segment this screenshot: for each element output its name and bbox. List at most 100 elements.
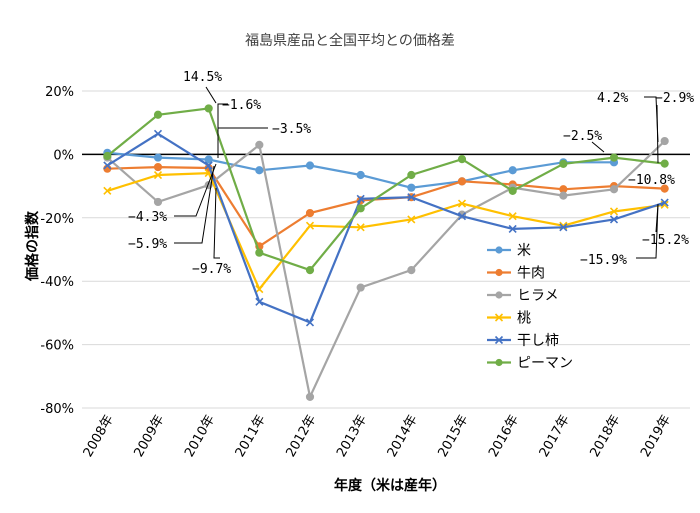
- data-point: [457, 212, 467, 221]
- data-point: [609, 185, 619, 194]
- data-point: [660, 184, 669, 193]
- data-point: [305, 221, 315, 230]
- legend-label: 桃: [517, 311, 531, 327]
- x-tick-label: 2013年: [334, 413, 370, 460]
- data-point: [103, 151, 112, 161]
- series: [103, 104, 669, 275]
- data-point: [255, 297, 264, 306]
- legend-label: ピーマン: [517, 356, 573, 372]
- data-point: [153, 170, 163, 180]
- annotation-leader: [591, 141, 605, 153]
- x-tick-label: 2017年: [537, 413, 573, 460]
- series: [103, 169, 669, 294]
- annotation-leader: [174, 165, 215, 244]
- annotation-label: −4.3%: [128, 210, 167, 225]
- annotations: 14.5%−1.6% −3.5% −4.3% −5.9% −9.7% 4.2% −2.9% −…: [128, 70, 694, 277]
- legend-label: ヒラメ: [517, 288, 559, 304]
- annotation-label: −1.6%: [222, 98, 261, 113]
- data-point: [255, 140, 264, 149]
- x-axis-ticks: 2008年 2009年 2010年 2011年 2012年 2013年 2014年 2015年…: [81, 413, 674, 460]
- annotation-leader: [636, 203, 659, 259]
- x-axis-title: 年度（米は産年）: [334, 477, 446, 494]
- x-tick-label: 2014年: [385, 413, 421, 460]
- data-point: [407, 193, 416, 202]
- data-point: [255, 166, 264, 175]
- y-tick-label: -20%: [40, 212, 74, 227]
- x-tick-label: 2011年: [233, 413, 269, 460]
- data-point: [305, 392, 315, 402]
- data-point: [255, 285, 264, 294]
- annotation-label: −15.9%: [580, 253, 627, 268]
- data-point: [407, 170, 416, 180]
- data-point: [609, 207, 619, 216]
- annotation-label: 14.5%: [183, 70, 222, 85]
- data-point: [559, 159, 568, 169]
- data-point: [457, 177, 467, 186]
- data-point: [356, 170, 365, 180]
- data-point: [204, 155, 213, 164]
- data-point: [305, 208, 315, 218]
- legend-marker: [494, 313, 504, 322]
- x-tick-label: 2008年: [81, 413, 117, 460]
- x-tick-label: 2009年: [131, 413, 167, 460]
- legend-marker: [494, 335, 504, 345]
- data-point: [508, 186, 517, 195]
- series: [103, 136, 669, 402]
- y-tick-label: -80%: [40, 402, 74, 417]
- data-point: [356, 204, 365, 213]
- legend-marker: [495, 268, 503, 277]
- series-line: [107, 151, 614, 189]
- x-tick-label: 2012年: [283, 413, 319, 460]
- data-point: [407, 215, 416, 224]
- annotation-label: −9.7%: [192, 262, 231, 277]
- data-point: [153, 162, 163, 172]
- annotation-leader: [205, 86, 217, 104]
- data-point: [457, 155, 467, 164]
- y-tick-label: 20%: [45, 85, 74, 100]
- annotation-leader: [217, 127, 268, 158]
- series: [103, 162, 669, 251]
- data-point: [660, 198, 669, 207]
- y-tick-label: -60%: [40, 339, 74, 354]
- data-point: [103, 186, 112, 195]
- annotation-leader: [213, 187, 220, 259]
- data-point: [204, 161, 213, 170]
- annotation-label: −2.9%: [655, 91, 694, 106]
- legend-item: 干し柿: [487, 332, 559, 349]
- data-point: [356, 283, 365, 292]
- annotation-label: 4.2%: [597, 91, 628, 106]
- data-point: [356, 194, 365, 203]
- annotation-leader: [656, 104, 659, 164]
- data-point: [660, 159, 669, 168]
- x-tick-label: 2019年: [638, 413, 674, 460]
- data-point: [305, 266, 315, 275]
- y-axis-title: 価格の指数: [24, 210, 41, 282]
- x-tick-label: 2018年: [587, 413, 623, 460]
- y-tick-label: 0%: [53, 148, 74, 163]
- data-point: [255, 248, 264, 257]
- x-tick-label: 2016年: [486, 413, 522, 460]
- data-point: [407, 266, 416, 275]
- data-point: [559, 223, 568, 232]
- data-point: [559, 191, 568, 200]
- data-point: [609, 215, 619, 224]
- data-point: [457, 199, 467, 208]
- legend-label: 米: [517, 243, 531, 259]
- annotation-label: −15.2%: [642, 233, 689, 248]
- series: [103, 129, 669, 327]
- series-line: [106, 171, 665, 292]
- x-tick-label: 2015年: [435, 413, 471, 460]
- legend-item: 桃: [487, 311, 531, 327]
- y-axis-ticks: 20% 0% -20% -40% -60% -80%: [40, 85, 74, 417]
- annotation-label: −5.9%: [128, 237, 167, 252]
- legend-marker: [495, 358, 503, 367]
- data-point: [508, 166, 517, 175]
- data-point: [204, 104, 213, 113]
- annotation-label: −2.5%: [563, 129, 602, 144]
- series-line: [106, 132, 666, 324]
- series-line: [106, 140, 666, 401]
- data-point: [508, 224, 517, 233]
- data-point: [153, 129, 163, 138]
